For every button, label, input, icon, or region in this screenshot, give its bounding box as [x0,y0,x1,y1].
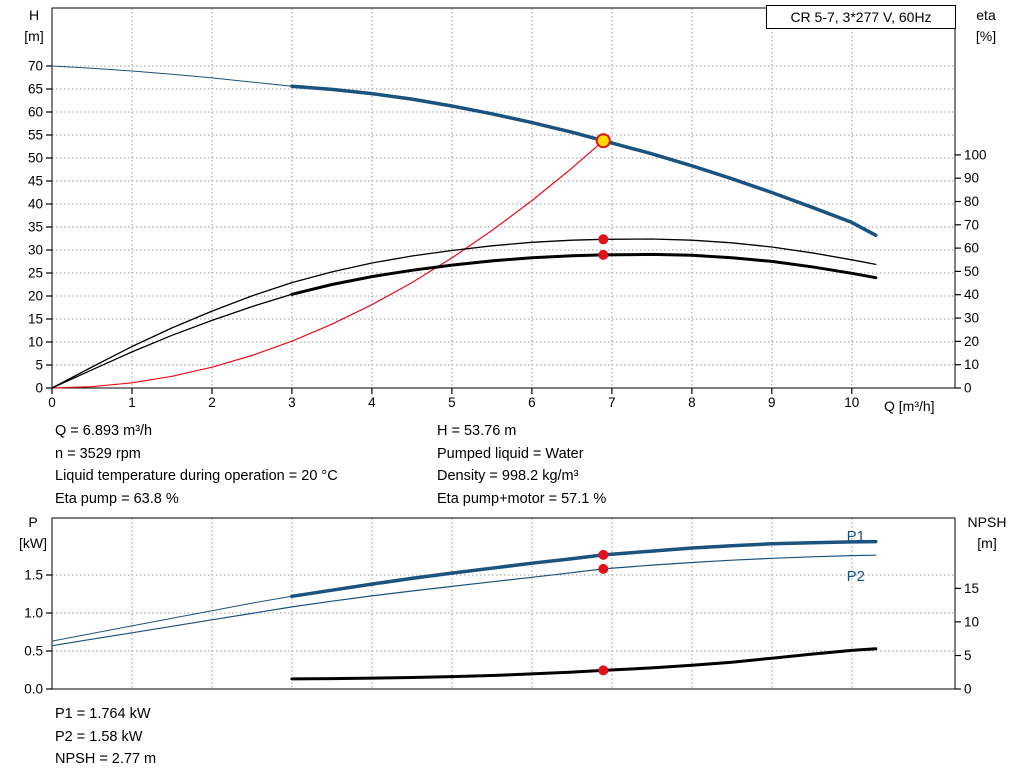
tick-label-left: 0 [35,381,43,396]
plot-frame [51,517,956,690]
tick-label-x: 8 [688,395,696,410]
power-info: P1 = 1.764 kW P2 = 1.58 kW NPSH = 2.77 m [55,703,156,771]
head-axis-symbol: H [28,7,40,23]
npsh-axis-symbol: NPSH [967,514,1007,530]
tick-label-x: 3 [288,395,296,410]
tick-label-left: 15 [28,312,43,327]
p1-curve-thin [51,595,293,642]
pump-model-box: CR 5-7, 3*277 V, 60Hz [766,5,956,29]
power-axis-symbol: P [28,514,38,530]
pump-model-label: CR 5-7, 3*277 V, 60Hz [790,9,932,25]
info-line: Liquid temperature during operation = 20… [55,468,338,484]
tick-label-left: 10 [28,335,43,350]
tick-label-left: 55 [28,128,43,143]
curve-annotation-p1: P1 [847,528,865,545]
eta-axis-label: eta [%] [960,5,1012,47]
info-line: P1 = 1.764 kW [55,706,151,722]
tick-label-x: 10 [844,395,859,410]
info-line: Eta pump = 63.8 % [55,490,179,507]
p1-point [598,549,609,560]
tick-label-left: 5 [35,358,43,373]
tick-label-left: 0.5 [24,644,43,659]
tick-label-left: 1.0 [24,606,43,621]
chart-1: 0.0 0.5 1.0 1.5 0 5 10 15 P1 P2 [24,517,979,697]
tick-label-right: 0 [964,381,972,396]
p2-point [598,563,609,574]
tick-label-left: 1.5 [24,568,43,583]
tick-label-x: 0 [48,395,56,410]
head-curve-thin [51,65,293,87]
head-curve [290,84,878,238]
head-axis-label: H [m] [12,5,56,47]
tick-label-right: 15 [964,581,979,596]
tick-label-left: 35 [28,220,43,235]
tick-label-x: 6 [528,395,536,410]
tick-label-right: 5 [964,648,972,663]
head-axis-unit: [m] [24,28,44,44]
tick-label-right: 40 [964,287,979,302]
info-line: Eta pump+motor = 57.1 % [437,490,607,507]
plot-frame [51,7,956,389]
tick-label-left: 60 [28,105,43,120]
npsh-point [598,665,609,676]
duty-info-right: H = 53.76 m Pumped liquid = Water Density … [437,420,606,510]
eta-pump-point [598,234,609,245]
curve-annotation-p2: P2 [847,568,865,585]
eta-pump-motor-point [598,249,609,260]
info-line: Density = 998.2 kg/m³ [437,468,579,484]
tick-label-right: 100 [964,147,987,162]
tick-label-x: 7 [608,395,616,410]
tick-label-left: 45 [28,174,43,189]
eta-axis-symbol: eta [976,7,996,23]
info-line: Q = 6.893 m³/h [55,423,153,439]
tick-label-right: 30 [964,311,979,326]
tick-label-x: 1 [128,395,136,410]
info-line: NPSH = 2.77 m [55,751,157,767]
p1-curve [290,539,878,599]
tick-label-right: 70 [964,217,979,232]
npsh-curve [290,647,878,681]
eta-axis-unit: [%] [975,28,997,44]
tick-label-x: 9 [768,395,776,410]
tick-label-x: 5 [448,395,456,410]
tick-label-left: 30 [28,243,43,258]
flow-axis-label: Q [m³/h] [884,398,935,414]
tick-label-x: 2 [208,395,216,410]
eta-pump-motor-thin [51,293,293,389]
chart-0: 0510152025303540455055606570010203040506… [28,7,987,410]
npsh-axis-label: NPSH [m] [956,512,1018,554]
tick-label-left: 40 [28,197,43,212]
tick-label-left: 65 [28,82,43,97]
power-axis-label: P [kW] [10,512,56,554]
tick-label-x: 4 [368,395,376,410]
info-line: Pumped liquid = Water [437,445,584,462]
duty-info-left: Q = 6.893 m³/h n = 3529 rpm Liquid tempera… [55,420,338,510]
info-line: H = 53.76 m [437,423,517,439]
duty-point [595,133,611,149]
tick-label-right: 60 [964,241,979,256]
p2-curve [51,554,877,647]
duty-parabola [51,140,604,389]
tick-label-left: 50 [28,151,43,166]
tick-label-left: 25 [28,266,43,281]
info-line: n = 3529 rpm [55,445,141,462]
eta-pump-motor-curve [290,252,878,296]
tick-label-right: 20 [964,334,979,349]
npsh-axis-unit: [m] [977,535,997,551]
tick-label-left: 0.0 [24,682,43,697]
eta-pump-curve [51,238,877,389]
tick-label-right: 90 [964,171,979,186]
tick-label-left: 20 [28,289,43,304]
tick-label-right: 0 [964,682,972,697]
tick-label-right: 50 [964,264,979,279]
tick-label-right: 10 [964,357,979,372]
tick-label-right: 10 [964,614,979,629]
tick-label-right: 80 [964,194,979,209]
info-line: P2 = 1.58 kW [55,728,143,745]
power-axis-unit: [kW] [19,535,47,551]
tick-label-left: 70 [28,59,43,74]
